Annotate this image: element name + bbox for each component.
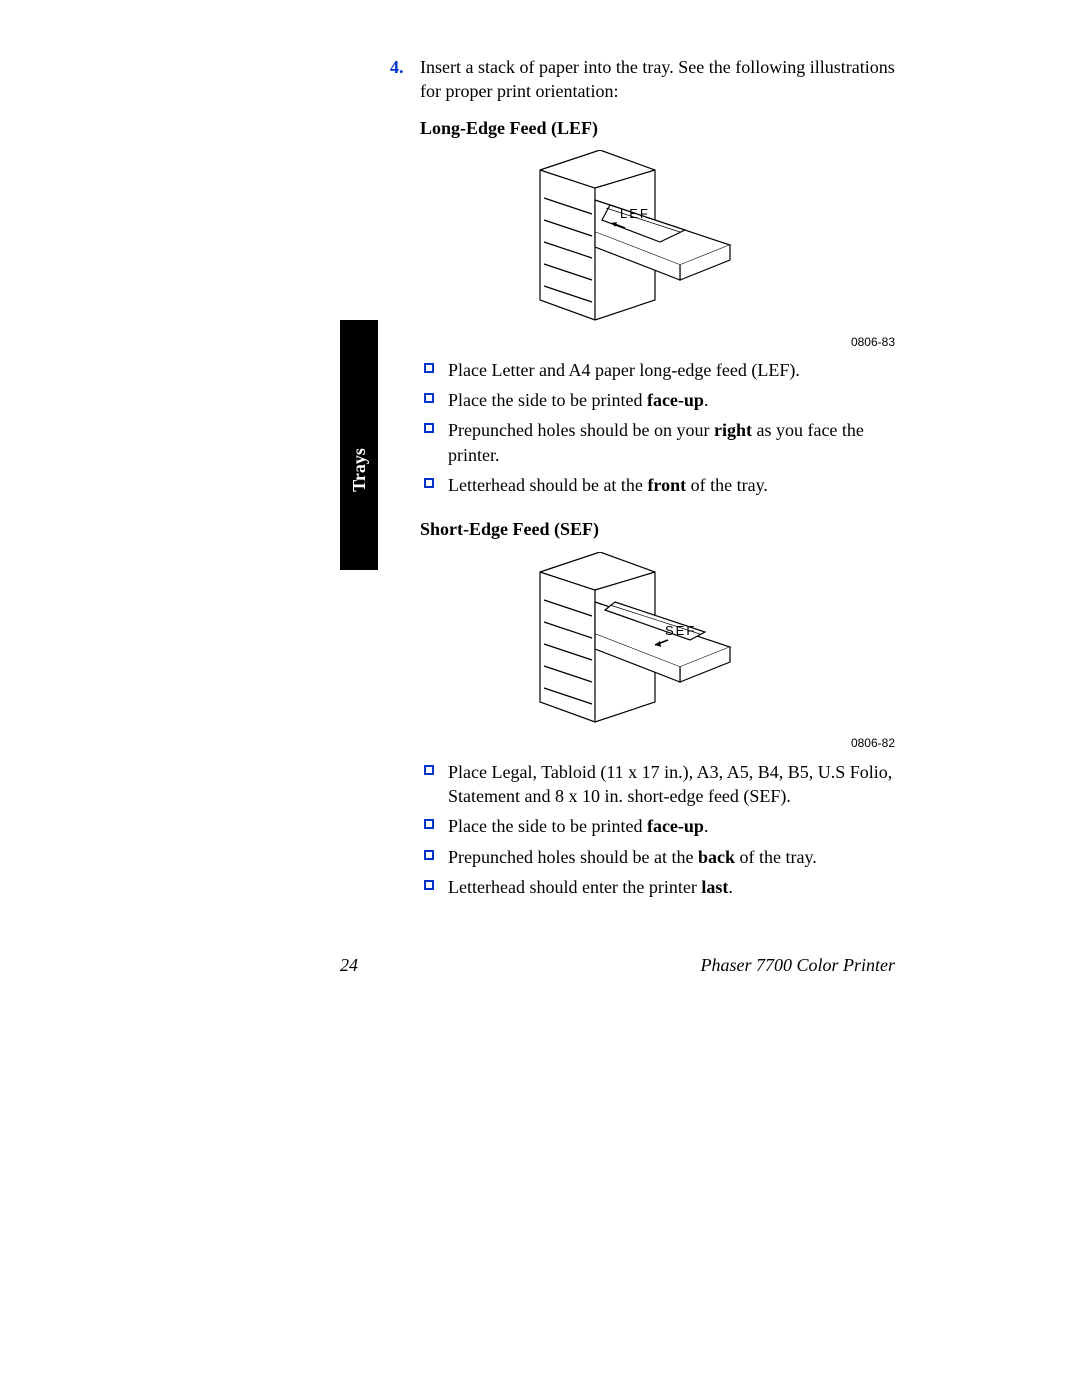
page: Trays 4. Insert a stack of paper into th…: [0, 0, 1080, 1397]
sef-illustration: SEF 0806-82: [420, 552, 895, 752]
bullet-icon: [424, 880, 434, 890]
bullet-icon: [424, 478, 434, 488]
bullet-text-bold: front: [647, 475, 686, 495]
bullet-text-pre: Place the side to be printed: [448, 816, 647, 836]
bullet-text: Place Letter and A4 paper long-edge feed…: [448, 360, 800, 380]
bullet-text-pre: Letterhead should enter the printer: [448, 877, 701, 897]
bullet-text-pre: Prepunched holes should be at the: [448, 847, 698, 867]
list-item: Place the side to be printed face-up.: [420, 388, 895, 412]
bullet-text-post: .: [704, 816, 709, 836]
footer-title: Phaser 7700 Color Printer: [700, 953, 895, 977]
list-item: Place Legal, Tabloid (11 x 17 in.), A3, …: [420, 760, 895, 809]
bullet-text-bold: face-up: [647, 390, 704, 410]
bullet-icon: [424, 393, 434, 403]
list-item: Letterhead should enter the printer last…: [420, 875, 895, 899]
bullet-text-post: of the tray.: [686, 475, 768, 495]
lef-bullet-list: Place Letter and A4 paper long-edge feed…: [420, 358, 895, 497]
content-area: 4. Insert a stack of paper into the tray…: [395, 55, 895, 905]
bullet-text-bold: last: [701, 877, 728, 897]
bullet-icon: [424, 819, 434, 829]
lef-label-text: LEF: [620, 206, 650, 221]
sef-bullet-list: Place Legal, Tabloid (11 x 17 in.), A3, …: [420, 760, 895, 899]
step-text: Insert a stack of paper into the tray. S…: [420, 55, 895, 104]
bullet-icon: [424, 423, 434, 433]
bullet-text-bold: back: [698, 847, 735, 867]
bullet-text-post: .: [704, 390, 709, 410]
bullet-text-pre: Place the side to be printed: [448, 390, 647, 410]
sef-tray-diagram: SEF: [530, 552, 780, 742]
bullet-text-pre: Prepunched holes should be on your: [448, 420, 714, 440]
bullet-text-post: .: [728, 877, 733, 897]
page-footer: 24 Phaser 7700 Color Printer: [340, 953, 895, 977]
bullet-icon: [424, 765, 434, 775]
bullet-text-post: of the tray.: [735, 847, 817, 867]
step-4: 4. Insert a stack of paper into the tray…: [395, 55, 895, 104]
page-number: 24: [340, 953, 358, 977]
bullet-text-bold: face-up: [647, 816, 704, 836]
lef-heading: Long-Edge Feed (LEF): [420, 116, 895, 140]
bullet-text: Place Legal, Tabloid (11 x 17 in.), A3, …: [448, 762, 892, 806]
bullet-text-pre: Letterhead should be at the: [448, 475, 647, 495]
bullet-icon: [424, 850, 434, 860]
sef-illustration-code: 0806-82: [851, 735, 895, 751]
list-item: Prepunched holes should be on your right…: [420, 418, 895, 467]
lef-tray-diagram: LEF: [530, 150, 780, 340]
list-item: Letterhead should be at the front of the…: [420, 473, 895, 497]
list-item: Place Letter and A4 paper long-edge feed…: [420, 358, 895, 382]
side-tab: Trays: [340, 320, 378, 570]
bullet-icon: [424, 363, 434, 373]
list-item: Place the side to be printed face-up.: [420, 814, 895, 838]
sef-label-text: SEF: [665, 623, 696, 638]
bullet-text-bold: right: [714, 420, 752, 440]
sef-heading: Short-Edge Feed (SEF): [420, 517, 895, 541]
step-number: 4.: [390, 55, 404, 79]
lef-illustration-code: 0806-83: [851, 334, 895, 350]
side-tab-label: Trays: [347, 448, 371, 492]
lef-illustration: LEF 0806-83: [420, 150, 895, 350]
list-item: Prepunched holes should be at the back o…: [420, 845, 895, 869]
